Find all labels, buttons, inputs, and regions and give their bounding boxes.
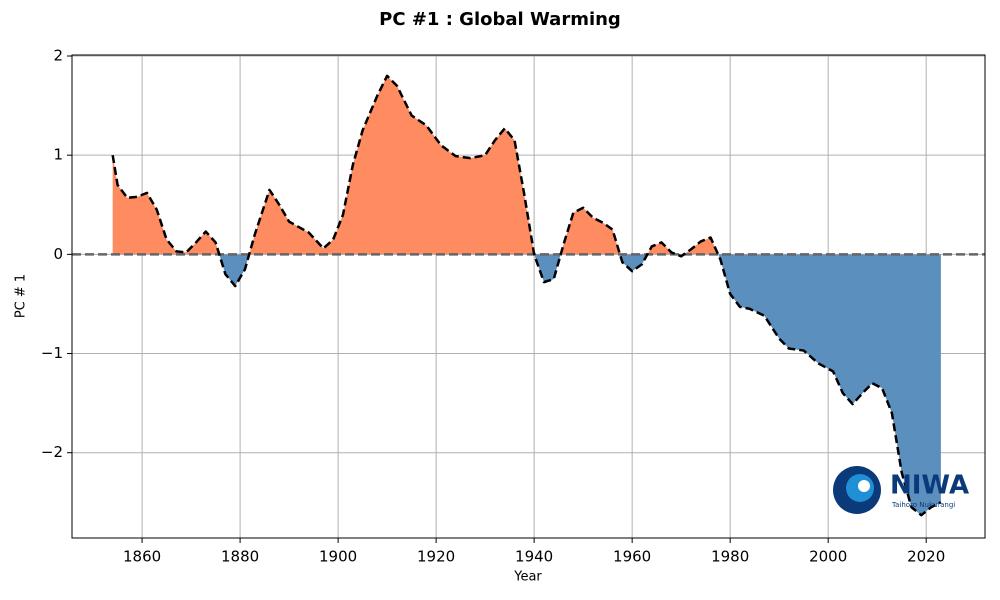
x-tick-label: 2020	[907, 548, 945, 566]
x-tick-label: 1920	[417, 548, 455, 566]
y-axis-label: PC # 1	[14, 274, 29, 318]
series-line	[111, 74, 942, 517]
x-tick-label: 1940	[515, 548, 553, 566]
x-tick-label: 1900	[319, 548, 357, 566]
y-tick-label: 1	[53, 146, 63, 164]
y-tick-label: 2	[53, 46, 63, 64]
y-tick-label: −2	[41, 443, 63, 461]
plot-area: 1860 1880 1900 1920 1940 1960 1980 2000 2020 −2 −1…	[41, 46, 986, 566]
y-tick-label: −1	[41, 344, 63, 362]
logo: NIWA Taihoro Nukurangi	[833, 466, 969, 514]
axes-frame	[71, 54, 986, 539]
negative-area	[219, 254, 941, 516]
chart-title: PC #1 : Global Warming	[379, 9, 621, 30]
x-tick-label: 2000	[809, 548, 847, 566]
x-tick-label: 1880	[221, 548, 259, 566]
y-tick-label: 0	[53, 245, 63, 263]
x-tick-label: 1860	[123, 548, 161, 566]
x-tick-label: 1960	[613, 548, 651, 566]
logo-icon	[858, 480, 870, 492]
positive-area	[112, 75, 941, 255]
x-tick-label: 1980	[711, 548, 749, 566]
logo-subtitle: Taihoro Nukurangi	[891, 501, 955, 509]
x-axis-label: Year	[513, 570, 542, 585]
logo-name: NIWA	[890, 471, 969, 501]
